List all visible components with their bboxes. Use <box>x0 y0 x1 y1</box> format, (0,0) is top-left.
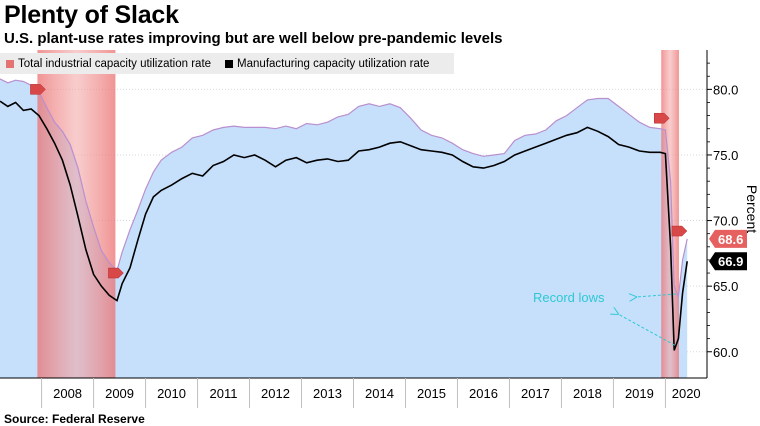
recession-marker-2 <box>654 112 670 124</box>
annotation-record-lows: Record lows <box>533 290 605 305</box>
x-tick-label-8: 2016 <box>469 386 498 401</box>
last-value-box-0 <box>709 229 747 248</box>
y-axis-label: Percent <box>744 185 760 233</box>
chart-source: Source: Federal Reserve <box>4 412 145 426</box>
legend-swatch-manufacturing <box>225 59 234 68</box>
last-value-label-0: 68.6 <box>718 232 743 247</box>
x-tick-label-4: 2012 <box>261 386 290 401</box>
x-tick-label-3: 2011 <box>210 386 238 401</box>
chart-title: Plenty of Slack <box>4 1 179 29</box>
annotation-arrow-1 <box>618 314 676 346</box>
line-total <box>0 78 688 297</box>
area-total <box>0 78 688 379</box>
x-tick-label-0: 2008 <box>53 386 82 401</box>
x-tick-label-7: 2015 <box>417 386 446 401</box>
last-value-label-1: 66.9 <box>718 254 743 269</box>
legend-swatch-total <box>6 59 14 68</box>
legend-item-manufacturing: Manufacturing capacity utilization rate <box>225 58 429 70</box>
recession-marker-3 <box>671 225 688 237</box>
x-tick-label-9: 2017 <box>521 386 550 401</box>
y-tick-label-1: 65.0 <box>713 279 738 294</box>
x-tick-label-1: 2009 <box>105 386 134 401</box>
recession-band-1 <box>661 50 679 378</box>
recession-band-0 <box>37 50 116 378</box>
chart-subtitle: U.S. plant-use rates improving but are w… <box>4 30 503 47</box>
last-value-box-1 <box>709 252 747 271</box>
annotation-arrow-0 <box>636 294 676 297</box>
legend-label-total: Total industrial capacity utilization ra… <box>18 57 212 70</box>
y-tick-label-3: 75.0 <box>713 148 738 163</box>
y-tick-label-0: 60.0 <box>713 345 738 360</box>
x-tick-label-12: 2020 <box>672 386 701 401</box>
y-tick-label-2: 70.0 <box>713 214 738 229</box>
legend-label-manufacturing: Manufacturing capacity utilization rate <box>237 57 430 70</box>
x-tick-label-6: 2014 <box>365 386 394 401</box>
recession-marker-0 <box>30 84 46 95</box>
x-tick-label-2: 2010 <box>157 386 186 401</box>
chart-legend: Total industrial capacity utilization ra… <box>0 53 454 74</box>
x-tick-label-10: 2018 <box>573 386 602 401</box>
legend-item-total: Total industrial capacity utilization ra… <box>6 58 211 70</box>
recession-marker-1 <box>108 267 124 279</box>
y-tick-label-4: 80.0 <box>713 82 738 97</box>
x-tick-label-5: 2013 <box>313 386 342 401</box>
x-tick-label-11: 2019 <box>625 386 654 401</box>
line-manufacturing <box>0 100 688 351</box>
